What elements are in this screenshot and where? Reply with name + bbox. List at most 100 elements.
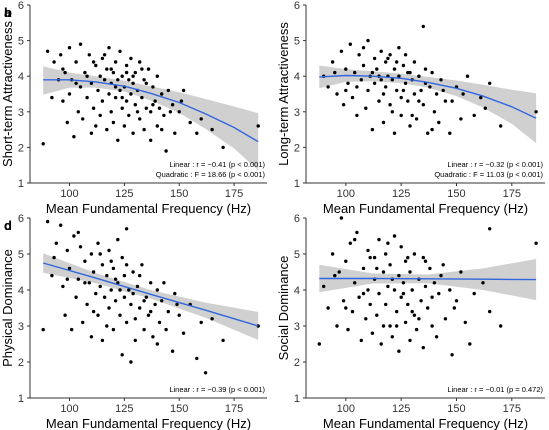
- data-point: [370, 70, 375, 75]
- data-point: [89, 81, 94, 86]
- data-point: [124, 70, 129, 75]
- data-point: [392, 131, 397, 135]
- data-point: [357, 53, 361, 57]
- data-point: [162, 281, 166, 285]
- data-point: [63, 70, 67, 75]
- data-point: [384, 60, 388, 64]
- data-point: [96, 313, 100, 317]
- data-point: [155, 288, 159, 292]
- data-point: [168, 110, 173, 114]
- data-point: [468, 342, 472, 346]
- data-point: [76, 230, 81, 235]
- data-point: [74, 295, 78, 299]
- data-point: [199, 117, 203, 121]
- data-point: [395, 309, 399, 314]
- data-point: [166, 88, 170, 93]
- data-point: [142, 78, 146, 82]
- data-point: [177, 313, 181, 317]
- data-point: [122, 273, 127, 278]
- data-point: [162, 113, 166, 118]
- y-axis-title: Physical Dominance: [0, 249, 15, 367]
- data-point: [102, 53, 107, 57]
- data-point: [406, 302, 410, 307]
- data-point: [149, 138, 153, 142]
- data-point: [138, 117, 142, 121]
- data-point: [160, 92, 164, 96]
- data-point: [210, 127, 214, 132]
- data-point: [85, 74, 89, 78]
- data-point: [120, 353, 124, 357]
- x-tick-label: 100: [337, 188, 355, 200]
- data-point: [74, 81, 78, 86]
- y-tick-label: 2: [18, 357, 24, 369]
- data-point: [142, 127, 146, 132]
- data-point: [170, 349, 175, 353]
- data-point: [87, 53, 92, 57]
- data-point: [129, 360, 133, 364]
- data-point: [107, 306, 111, 310]
- data-point: [375, 266, 379, 271]
- data-point: [256, 124, 260, 128]
- data-point: [151, 335, 155, 339]
- data-point: [386, 284, 390, 289]
- data-point: [111, 70, 116, 75]
- data-point: [450, 353, 454, 357]
- data-point: [439, 273, 443, 278]
- x-tick-label: 125: [392, 188, 410, 200]
- y-tick-label: 5: [18, 249, 24, 261]
- data-point: [76, 277, 81, 281]
- stat-annotation: Linear : r = −0.39 (p < 0.001): [169, 385, 265, 394]
- data-point: [364, 106, 368, 110]
- data-point: [390, 78, 394, 82]
- data-point: [353, 70, 357, 75]
- data-point: [437, 291, 441, 296]
- data-point: [408, 270, 412, 274]
- y-tick-label: 4: [294, 71, 300, 83]
- data-point: [379, 49, 383, 53]
- data-point: [135, 110, 140, 114]
- data-point: [67, 266, 72, 271]
- data-point: [120, 106, 124, 110]
- data-point: [129, 92, 133, 96]
- y-tick-label: 3: [294, 107, 300, 119]
- data-point: [91, 60, 96, 64]
- data-point: [146, 313, 151, 317]
- data-point: [195, 131, 199, 135]
- data-point: [111, 327, 116, 332]
- data-point: [127, 288, 131, 292]
- data-point: [368, 302, 372, 307]
- data-point: [355, 113, 359, 118]
- data-point: [423, 67, 428, 71]
- data-point: [341, 299, 346, 303]
- stat-annotation: Linear : r = −0.32 (p < 0.001): [447, 160, 543, 169]
- data-point: [146, 67, 151, 71]
- data-point: [414, 117, 419, 121]
- data-point: [350, 309, 355, 314]
- x-tick-label: 150: [447, 188, 465, 200]
- data-point: [348, 241, 352, 245]
- data-point: [160, 299, 164, 303]
- data-point: [91, 270, 96, 274]
- data-point: [333, 70, 337, 75]
- x-axis-title: Mean Fundamental Frequency (Hz): [323, 416, 528, 430]
- data-point: [65, 248, 70, 253]
- data-point: [98, 284, 102, 289]
- data-point: [421, 345, 425, 350]
- data-point: [437, 120, 441, 125]
- data-point: [175, 302, 179, 307]
- data-point: [59, 53, 63, 57]
- stat-annotation: Linear : r = −0.01 (p = 0.472): [447, 385, 543, 394]
- data-point: [87, 281, 92, 285]
- data-point: [153, 99, 157, 103]
- data-point: [337, 270, 341, 274]
- data-point: [109, 259, 113, 263]
- data-point: [173, 291, 177, 296]
- data-point: [417, 74, 421, 78]
- data-point: [91, 309, 96, 314]
- data-point: [155, 74, 159, 78]
- data-point: [333, 273, 337, 278]
- data-point: [122, 124, 127, 128]
